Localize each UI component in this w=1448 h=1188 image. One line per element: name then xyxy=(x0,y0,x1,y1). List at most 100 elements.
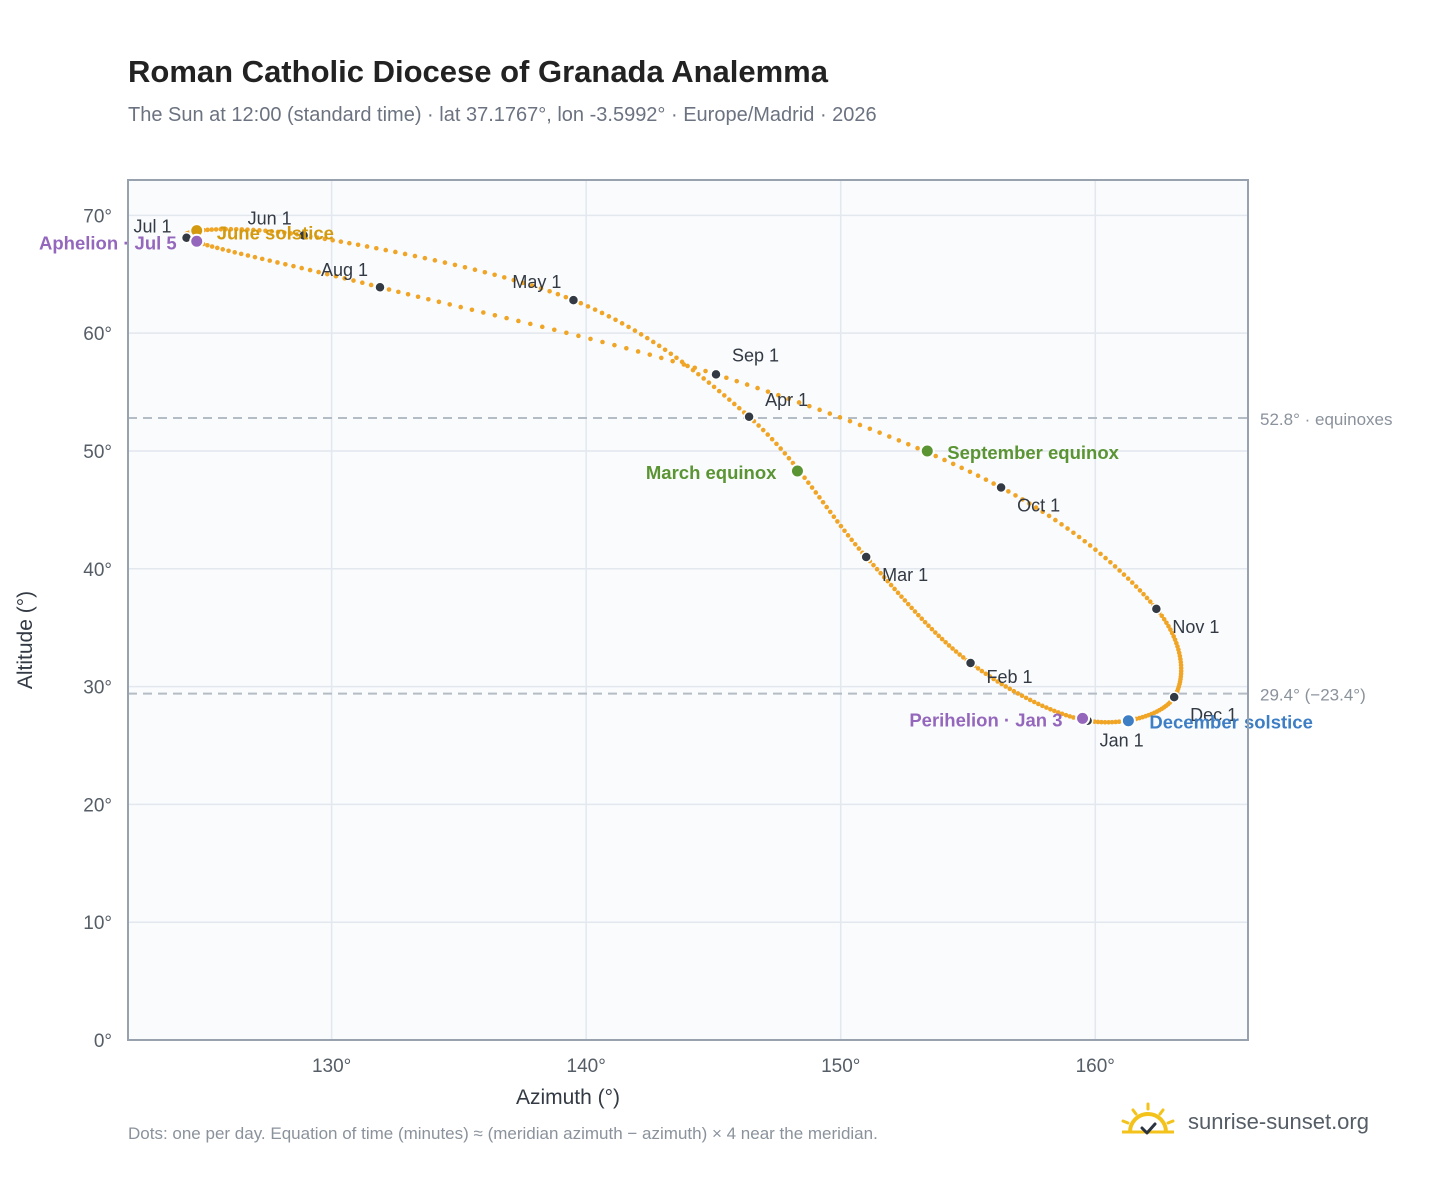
daily-dot xyxy=(817,407,822,413)
month-label: Oct 1 xyxy=(1017,495,1060,515)
y-tick-label: 60° xyxy=(83,324,112,345)
daily-dot xyxy=(881,574,887,580)
daily-dot xyxy=(638,332,644,337)
daily-dot xyxy=(1103,555,1108,561)
event-marker xyxy=(1075,710,1091,726)
month-label: Apr 1 xyxy=(765,390,808,410)
daily-dot xyxy=(644,335,650,341)
daily-dot xyxy=(252,254,258,260)
daily-dot xyxy=(899,594,904,599)
daily-dot xyxy=(983,671,989,677)
daily-dot xyxy=(776,392,781,398)
daily-dot xyxy=(1102,719,1108,725)
daily-dot xyxy=(226,248,231,254)
daily-dot xyxy=(736,405,742,411)
y-tick-label: 30° xyxy=(83,678,112,699)
daily-dot xyxy=(716,388,722,394)
month-label: Jun 1 xyxy=(248,208,292,228)
daily-dot xyxy=(555,291,561,297)
daily-dot xyxy=(1044,705,1049,710)
daily-dot xyxy=(632,328,638,333)
daily-dot xyxy=(205,242,210,248)
daily-dot xyxy=(847,418,853,424)
daily-dot xyxy=(701,376,706,381)
daily-dot xyxy=(681,362,687,367)
daily-dot xyxy=(703,368,708,374)
daily-dot xyxy=(1125,576,1131,581)
brand-link[interactable]: sunrise-sunset.org xyxy=(1120,1102,1369,1142)
daily-dot xyxy=(1087,543,1093,548)
daily-dot xyxy=(1144,595,1150,601)
daily-dot xyxy=(257,228,262,233)
daily-dot xyxy=(1052,708,1057,714)
daily-dot xyxy=(905,442,911,447)
daily-dot xyxy=(1071,715,1076,720)
daily-dot xyxy=(501,275,507,280)
daily-dot xyxy=(1133,584,1139,589)
daily-dot xyxy=(299,265,305,271)
daily-dot xyxy=(732,401,737,407)
daily-dot xyxy=(1106,719,1111,725)
daily-dot xyxy=(919,616,925,622)
chart-subtitle: The Sun at 12:00 (standard time) · lat 3… xyxy=(128,104,877,126)
daily-dot xyxy=(383,247,389,253)
daily-dot xyxy=(960,655,966,660)
daily-dot xyxy=(674,355,679,361)
month-label: Sep 1 xyxy=(732,345,779,365)
daily-dot xyxy=(324,271,330,277)
daily-dot xyxy=(999,681,1004,687)
sun-logo-icon xyxy=(1121,1102,1175,1135)
daily-dot xyxy=(909,605,914,611)
y-tick-label: 20° xyxy=(83,795,112,816)
daily-dot xyxy=(316,269,321,275)
daily-dot xyxy=(330,237,335,243)
daily-dot xyxy=(967,469,973,475)
daily-dot xyxy=(599,310,605,316)
daily-dot xyxy=(364,244,370,249)
daily-dot xyxy=(983,477,989,482)
daily-dot xyxy=(727,397,732,402)
month-marker xyxy=(860,551,872,563)
daily-dot xyxy=(1067,714,1073,719)
daily-dot xyxy=(624,345,629,351)
daily-dot xyxy=(209,227,215,232)
daily-dot xyxy=(1116,719,1122,724)
daily-dot xyxy=(896,438,902,443)
event-markers: June solstice December solstice March equi… xyxy=(39,223,1313,733)
month-label: Jan 1 xyxy=(1100,731,1144,751)
daily-dot xyxy=(606,314,612,319)
month-marker xyxy=(710,368,722,381)
daily-dot xyxy=(1003,684,1008,689)
x-axis-label: Azimuth (°) xyxy=(516,1086,620,1109)
daily-dot xyxy=(888,582,894,588)
daily-dot xyxy=(877,430,882,435)
x-tick-label: 140° xyxy=(567,1056,606,1077)
daily-dot xyxy=(338,239,344,244)
daily-dot xyxy=(396,289,401,295)
daily-dot xyxy=(760,427,766,433)
daily-dot xyxy=(1013,493,1018,498)
daily-dot xyxy=(765,432,771,437)
daily-dot xyxy=(520,280,526,286)
daily-dot xyxy=(845,533,851,538)
daily-dot xyxy=(790,460,796,466)
month-marker xyxy=(297,229,310,242)
daily-dot xyxy=(442,260,448,265)
daily-dot xyxy=(662,347,668,353)
daily-dot xyxy=(871,562,876,568)
daily-dot xyxy=(929,626,935,632)
daily-dot xyxy=(1161,616,1167,622)
daily-dot xyxy=(838,523,844,529)
daily-dot xyxy=(802,475,807,481)
daily-dot xyxy=(482,269,488,275)
daily-dot xyxy=(936,633,942,639)
y-tick-label: 10° xyxy=(83,913,112,934)
daily-dot xyxy=(1093,547,1098,552)
daily-dot xyxy=(492,312,498,318)
daily-dot xyxy=(774,441,779,447)
daily-dot xyxy=(347,240,352,246)
daily-dot xyxy=(939,636,945,642)
daily-dot xyxy=(1027,501,1032,506)
daily-dot xyxy=(1095,719,1101,725)
daily-dot xyxy=(902,598,908,603)
